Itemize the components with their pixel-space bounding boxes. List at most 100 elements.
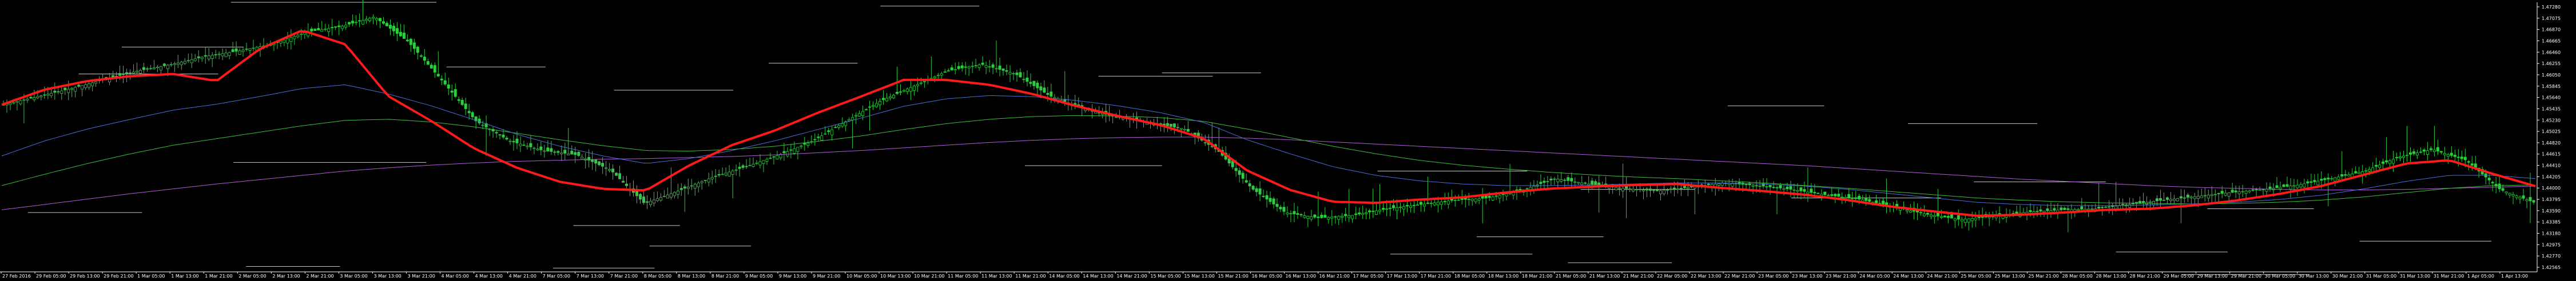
candle-body (2142, 201, 2145, 203)
x-tick-label: 23 Mar 05:00 (1758, 274, 1788, 279)
candle-body (1306, 216, 1310, 219)
candle-body (1005, 70, 1008, 72)
candle-body (241, 50, 245, 52)
candle-body (1858, 195, 1861, 200)
candle-body (217, 54, 221, 55)
candle-body (1115, 117, 1118, 118)
candle-body (2248, 190, 2251, 192)
candle-body (84, 84, 88, 89)
y-tick-label: 1.43385 (2542, 220, 2561, 225)
candle-body (2327, 178, 2330, 180)
candle-body (1008, 72, 1012, 75)
candle-body (1293, 211, 1296, 215)
candle-body (1621, 188, 1625, 191)
candle-body (1392, 205, 1396, 208)
candle-body (529, 143, 532, 147)
x-tick-label: 2 Mar 13:00 (272, 274, 300, 279)
candle-body (1639, 188, 1642, 190)
candle-body (2487, 178, 2491, 180)
candle-body (2443, 153, 2446, 155)
candle-body (1645, 188, 1649, 191)
candle-body (1203, 142, 1207, 143)
candle-body (1707, 183, 1710, 186)
candle-body (567, 153, 570, 155)
candle-body (1351, 215, 1354, 219)
candle-body (837, 125, 841, 128)
candle-body (2306, 181, 2309, 183)
x-tick-label: 7 Mar 05:00 (543, 274, 570, 279)
candle-body (1953, 218, 1957, 221)
candle-body (2494, 184, 2498, 187)
candle-body (563, 150, 567, 154)
x-tick-label: 24 Mar 05:00 (1859, 274, 1890, 279)
x-tick-label: 29 Feb 05:00 (36, 274, 66, 279)
candle-body (882, 98, 885, 100)
candle-body (758, 161, 762, 166)
candle-body (1615, 187, 1618, 190)
candle-body (522, 144, 526, 146)
candle-body (2340, 174, 2344, 176)
candle-body (1382, 208, 1385, 210)
x-tick-label: 9 Mar 05:00 (745, 274, 773, 279)
candle-body (94, 81, 98, 84)
x-tick-label: 15 Mar 05:00 (1150, 274, 1180, 279)
candle-body (2323, 178, 2327, 180)
candle-body (1909, 210, 1912, 213)
candle-body (29, 97, 33, 99)
candle-body (36, 96, 39, 98)
candle-body (2138, 200, 2142, 203)
candle-body (2066, 208, 2070, 210)
candle-body (502, 134, 505, 138)
candle-body (1491, 196, 1494, 200)
candle-body (508, 140, 512, 142)
candle-body (622, 180, 625, 183)
candle-body (638, 194, 642, 200)
y-tick-label: 1.44000 (2542, 186, 2561, 191)
candle-body (1731, 183, 1734, 187)
candle-body (991, 64, 995, 68)
candle-body (2296, 184, 2299, 188)
candle-body (1166, 123, 1169, 126)
candle-body (2231, 190, 2234, 193)
candle-body (1570, 178, 1573, 182)
x-axis-ticks: 27 Feb 2016 29 Feb 05:00 29 Feb 13:00 29 Fe… (1, 272, 2528, 279)
candle-body (1172, 123, 1176, 127)
candle-body (1327, 216, 1330, 220)
candle-body (2385, 160, 2388, 163)
candle-body (560, 152, 563, 155)
candle-body (834, 127, 837, 129)
candle-body (1176, 127, 1179, 129)
candle-body (125, 72, 129, 74)
candle-body (197, 56, 200, 58)
candle-body (2446, 154, 2450, 157)
candle-body (1693, 186, 1696, 188)
candle-body (365, 19, 368, 21)
candle-body (214, 54, 217, 55)
candle-body (74, 87, 77, 92)
candle-body (618, 173, 622, 179)
y-tick-label: 1.44410 (2542, 163, 2561, 168)
candle-body (642, 196, 645, 203)
candle-body (15, 101, 19, 103)
x-tick-label: 9 Mar 21:00 (813, 274, 840, 279)
candle-body (1748, 183, 1751, 186)
candle-body (971, 66, 974, 67)
candle-body (2080, 206, 2084, 210)
candle-body (655, 198, 659, 201)
candle-body (1834, 194, 1837, 196)
candle-body (1395, 207, 1398, 211)
candle-body (936, 75, 940, 77)
y-tick-label: 1.45435 (2542, 106, 2561, 111)
candle-body (39, 95, 43, 97)
candle-body (1258, 188, 1262, 195)
candle-body (1882, 200, 1885, 205)
candle-body (1851, 198, 1854, 199)
candle-body (2128, 204, 2132, 208)
candle-body (912, 86, 916, 91)
candle-body (1943, 215, 1946, 218)
x-tick-label: 24 Mar 21:00 (1927, 274, 1957, 279)
candle-body (1505, 193, 1508, 196)
candle-body (981, 62, 984, 65)
